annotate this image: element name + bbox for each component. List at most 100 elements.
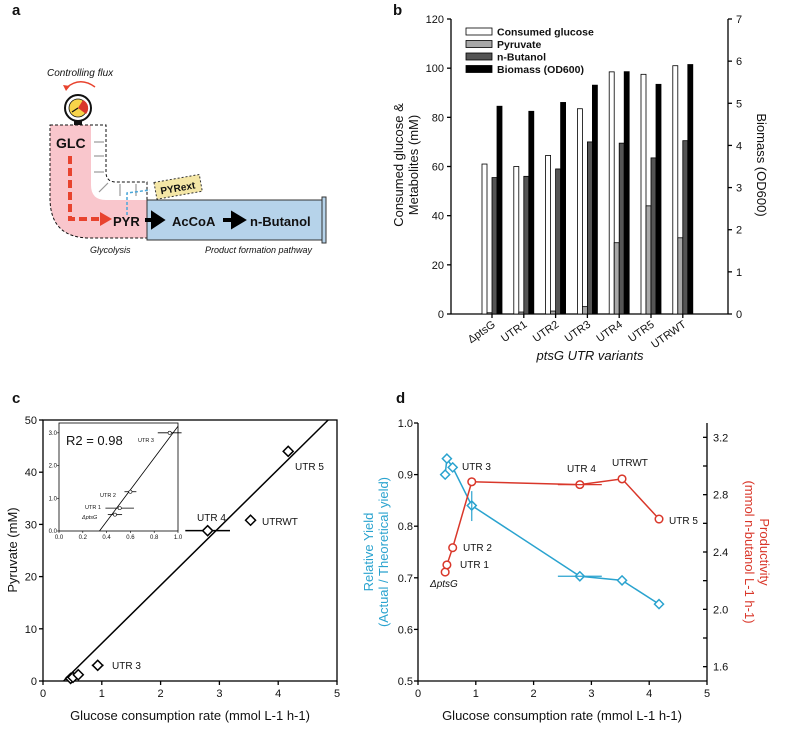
point-label: UTR 3 [462, 462, 491, 473]
legend-swatch [465, 52, 493, 61]
y-tick-label: 20 [432, 260, 444, 272]
y2-tick-label: 0 [736, 309, 742, 321]
y-tick-label: 20 [25, 572, 37, 584]
bar-n-butanol [555, 168, 561, 315]
x-tick-label: 1 [473, 688, 479, 700]
point-label: UTR 5 [669, 516, 698, 527]
bar-consumed-glucose [513, 166, 520, 315]
bar-pyruvate [550, 310, 556, 315]
x-axis-label: Glucose consumption rate (mmol L-1 h-1) [442, 708, 682, 723]
x-tick-label: ΔptsG [466, 319, 498, 346]
y-axis-label-line2: Metabolites (mM) [406, 115, 421, 215]
x-axis-label: Glucose consumption rate (mmol L-1 h-1) [70, 708, 310, 723]
leak-arrows-icon [94, 141, 137, 196]
inset-data-point [128, 489, 133, 494]
bar-biomass-od600- [623, 71, 630, 315]
yield-point [439, 469, 451, 481]
pyr-ext-box: PYRext [153, 173, 203, 200]
bar-pyruvate [613, 242, 620, 315]
y2-tick-label: 6 [736, 56, 742, 68]
inset-x-tick-label: 0.8 [150, 535, 159, 541]
bar-consumed-glucose [545, 155, 551, 315]
point-label: UTRWT [262, 517, 298, 528]
data-point [201, 524, 214, 537]
inset-x-tick-label: 0.2 [79, 535, 88, 541]
bar-n-butanol [491, 177, 498, 315]
bar-n-butanol [523, 175, 530, 315]
pathway-end-cap [321, 196, 327, 244]
x-tick-label: 2 [531, 688, 537, 700]
y-tick-label: 0.6 [398, 624, 413, 636]
x-tick-label: UTR2 [531, 319, 561, 345]
arrow-accoa-butanol-icon [223, 210, 247, 230]
legend-label: Biomass (OD600) [497, 64, 584, 76]
y-tick-label: 0 [438, 309, 444, 321]
y-tick-label: 40 [432, 211, 444, 223]
legend-label: Pyruvate [497, 39, 542, 51]
point-label: UTR 5 [295, 462, 324, 473]
inset-y-tick-label: 0.0 [49, 529, 58, 535]
x-tick-label: 4 [646, 688, 652, 700]
yield-point [447, 461, 459, 473]
point-label: ΔptsG [429, 579, 458, 590]
inset-fit-line [99, 426, 179, 532]
export-arrow-icon [126, 189, 151, 215]
bar-consumed-glucose [608, 71, 615, 315]
point-label: UTR 1 [460, 560, 489, 571]
accoa-label: AcCoA [172, 214, 216, 229]
bar-pyruvate [518, 311, 525, 315]
butanol-label: n-Butanol [250, 214, 311, 229]
series-line-relative-yield [444, 456, 660, 605]
data-point [244, 514, 257, 527]
glycolysis-inner [91, 125, 147, 200]
glycolysis-label: Glycolysis [90, 245, 131, 255]
arrow-pyr-accoa-icon [145, 210, 166, 230]
bar-pyruvate [645, 205, 652, 315]
inset-x-tick-label: 0.6 [126, 535, 135, 541]
y2-tick-label: 5 [736, 98, 742, 110]
y-tick-label: 1.0 [398, 418, 413, 430]
bar-biomass-od600- [687, 64, 694, 315]
panel-label-a: a [12, 2, 21, 19]
productivity-point [467, 477, 477, 487]
x-tick-label: 0 [40, 688, 46, 700]
flux-arrowhead-icon [63, 85, 70, 91]
r-squared-annotation: R2 = 0.98 [66, 433, 123, 448]
x-tick-label: 5 [334, 688, 340, 700]
inset-point-label: UTR 1 [85, 505, 101, 511]
glycolysis-flux-arrow-icon [68, 156, 100, 221]
point-label: UTR 4 [567, 464, 596, 475]
bar-biomass-od600- [592, 84, 598, 315]
pyr-label: PYR [113, 214, 140, 229]
inset-point-label: ΔptsG [81, 515, 98, 521]
x-tick-label: 5 [704, 688, 710, 700]
point-label: UTR 3 [112, 661, 141, 672]
inset-frame [58, 422, 179, 532]
x-tick-label: 3 [588, 688, 594, 700]
y2-axis-label-line1: Productivity [757, 518, 772, 586]
y2-tick-label: 2 [736, 225, 742, 237]
bar-biomass-od600- [496, 105, 503, 315]
y2-tick-label: 2.4 [713, 547, 728, 559]
x-tick-label: 1 [99, 688, 105, 700]
bar-n-butanol [587, 141, 593, 315]
bar-consumed-glucose [640, 73, 647, 315]
point-label: UTR 4 [197, 513, 226, 524]
gauge-icon [64, 94, 92, 125]
x-axis-label: ptsG UTR variants [536, 348, 644, 363]
y-tick-label: 120 [426, 14, 444, 26]
bar-biomass-od600- [560, 102, 566, 315]
bar-consumed-glucose [577, 108, 583, 315]
y-tick-label: 10 [25, 624, 37, 636]
x-tick-label: UTR1 [499, 319, 529, 345]
bar-consumed-glucose [672, 65, 679, 315]
productivity-point [442, 560, 452, 570]
x-tick-label: 0 [415, 688, 421, 700]
y-tick-label: 100 [426, 63, 444, 75]
x-tick-label: UTR4 [595, 319, 625, 345]
y-axis-label-line1: Relative Yield [361, 513, 376, 592]
y-axis-label-line1: Consumed glucose & [391, 103, 406, 227]
fit-line [63, 419, 329, 682]
